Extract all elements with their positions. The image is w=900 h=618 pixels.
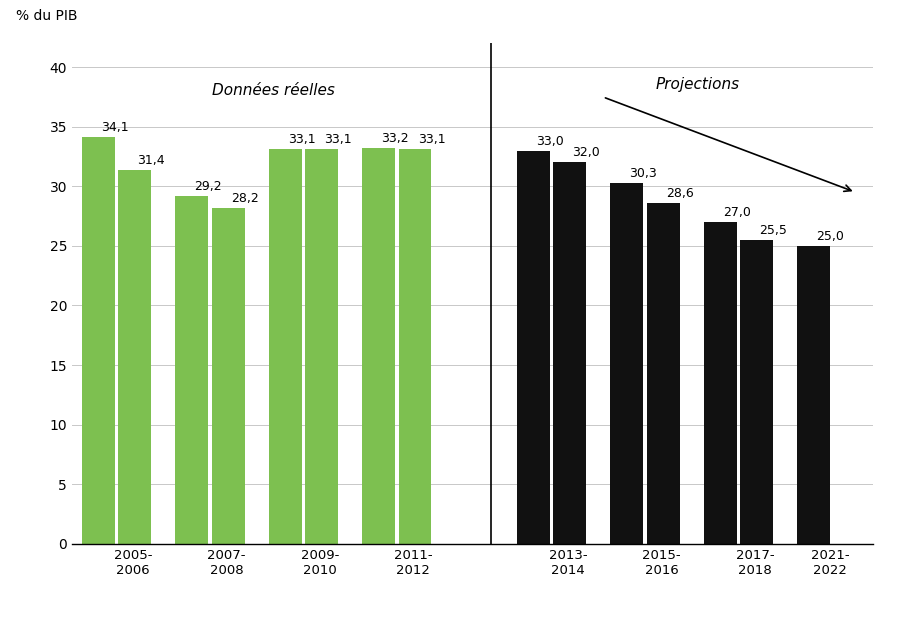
Text: 29,2: 29,2	[194, 180, 222, 193]
Bar	[269, 150, 302, 544]
Text: 31,4: 31,4	[138, 154, 165, 167]
Bar	[741, 240, 773, 544]
Bar	[704, 222, 737, 544]
Text: Projections: Projections	[656, 77, 740, 93]
Text: 33,1: 33,1	[324, 133, 352, 146]
Bar	[647, 203, 680, 544]
Bar	[399, 150, 431, 544]
Bar	[554, 163, 586, 544]
Text: Données réelles: Données réelles	[212, 83, 335, 98]
Text: 33,1: 33,1	[288, 133, 316, 146]
Bar	[118, 169, 151, 544]
Text: 33,0: 33,0	[536, 135, 563, 148]
Bar	[82, 137, 115, 544]
Bar	[362, 148, 395, 544]
Text: 27,0: 27,0	[723, 206, 751, 219]
Text: 25,5: 25,5	[760, 224, 788, 237]
Text: 28,6: 28,6	[666, 187, 694, 200]
Bar	[305, 150, 338, 544]
Bar	[176, 196, 208, 544]
Text: 28,2: 28,2	[230, 192, 258, 205]
Bar	[610, 183, 644, 544]
Bar	[517, 151, 550, 544]
Bar	[797, 246, 830, 544]
Text: 33,2: 33,2	[382, 132, 409, 145]
Text: 30,3: 30,3	[629, 167, 657, 180]
Text: 25,0: 25,0	[816, 230, 844, 243]
Text: 32,0: 32,0	[572, 146, 600, 159]
Text: % du PIB: % du PIB	[16, 9, 77, 23]
Bar	[212, 208, 245, 544]
Text: 33,1: 33,1	[418, 133, 446, 146]
Text: 34,1: 34,1	[101, 122, 129, 135]
